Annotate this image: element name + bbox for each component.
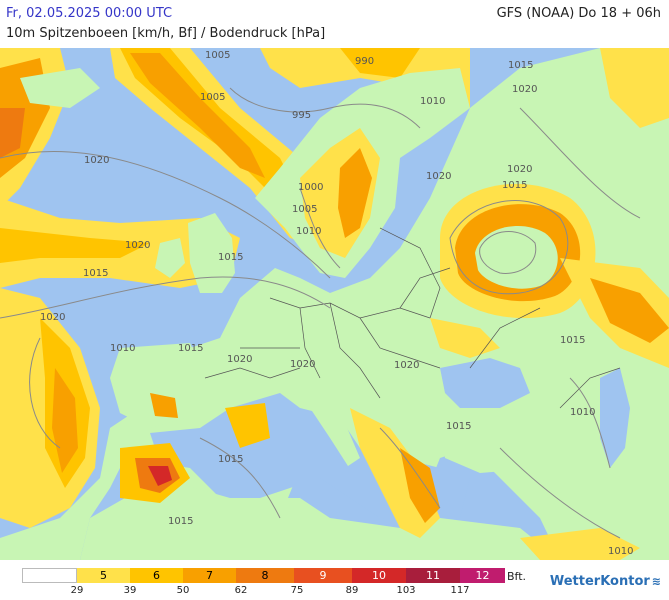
isobar-label: 1010 xyxy=(296,226,321,237)
legend: 5 6 7 8 9 10 11 12 Bft. 29 39 50 62 75 8… xyxy=(0,560,669,600)
isobar-label: 1010 xyxy=(420,96,445,107)
brand-name: WetterKontor xyxy=(549,574,650,589)
isobar-label: 1015 xyxy=(178,343,203,354)
legend-kmh-tick: 62 xyxy=(234,585,248,596)
legend-bft-label: 6 xyxy=(153,569,160,582)
weather-map: 1005 1005 990 995 1015 1010 1020 1020 10… xyxy=(0,48,669,560)
land-cyclone-core xyxy=(475,225,558,289)
wave-icon: ≋ xyxy=(651,575,661,588)
gust-zone-bft7 xyxy=(130,53,265,178)
isobar-label: 1005 xyxy=(205,50,230,61)
legend-kmh-tick: 50 xyxy=(176,585,190,596)
legend-bft-label: 12 xyxy=(475,569,490,582)
isobar-label: 1020 xyxy=(426,171,451,182)
legend-bft-label: 5 xyxy=(100,569,107,582)
isobar-label: 1015 xyxy=(446,421,471,432)
gust-zone-bft5 xyxy=(260,48,470,108)
gust-zone-bft5 xyxy=(430,318,500,358)
isobar-label: 1015 xyxy=(218,454,243,465)
legend-swatch-bft5: 5 xyxy=(77,568,130,583)
land-italy xyxy=(300,368,360,466)
isobar-label: 990 xyxy=(355,56,374,67)
land-great-britain xyxy=(188,213,235,293)
isobar-label: 1020 xyxy=(84,155,109,166)
gust-zone-bft10 xyxy=(148,466,172,486)
legend-kmh-tick: 103 xyxy=(396,585,416,596)
legend-kmh-tick: 39 xyxy=(123,585,137,596)
isobar-label: 995 xyxy=(292,110,311,121)
isobar-label: 1000 xyxy=(298,182,323,193)
isobar-label: 1020 xyxy=(290,359,315,370)
legend-swatch-bft9: 9 xyxy=(294,568,352,583)
legend-kmh-tick: 89 xyxy=(345,585,359,596)
legend-swatch-bft7: 7 xyxy=(183,568,236,583)
gust-zone-bft6 xyxy=(225,403,270,448)
legend-swatch-bft10: 10 xyxy=(352,568,406,583)
isobar-label: 1020 xyxy=(394,360,419,371)
gust-zone-bft6 xyxy=(340,48,420,78)
forecast-date: Fr, 02.05.2025 00:00 UTC xyxy=(6,6,173,21)
isobar-label: 1015 xyxy=(502,180,527,191)
isobar-label: 1015 xyxy=(560,335,585,346)
isobar-label: 1015 xyxy=(508,60,533,71)
land-iceland xyxy=(20,68,100,108)
gust-zone-bft5 xyxy=(600,48,669,128)
isobar-label: 1005 xyxy=(292,204,317,215)
gust-zone-bft7 xyxy=(590,278,669,343)
sea-black xyxy=(440,358,530,408)
country-borders xyxy=(204,227,621,409)
brand-logo[interactable]: WetterKontor ≋ xyxy=(550,574,661,589)
legend-bft-label: 10 xyxy=(372,569,386,582)
isobar-label: 1015 xyxy=(83,268,108,279)
isobar-label: 1015 xyxy=(218,252,243,263)
isobar-label: 1020 xyxy=(512,84,537,95)
land-north-africa xyxy=(80,478,560,560)
legend-bft-label: 11 xyxy=(426,569,440,582)
gust-zone-bft7 xyxy=(338,148,372,238)
isobar-label: 1010 xyxy=(110,343,135,354)
map-canvas: 1005 1005 990 995 1015 1010 1020 1020 10… xyxy=(0,48,669,560)
gust-zone-bft5 xyxy=(520,528,640,560)
isobars xyxy=(0,87,641,539)
isobar-label: 1005 xyxy=(200,92,225,103)
legend-kmh-tick: 29 xyxy=(70,585,84,596)
legend-swatch-calm xyxy=(22,568,77,583)
legend-kmh-tick: 117 xyxy=(450,585,470,596)
isobar-label: 1010 xyxy=(570,407,595,418)
isobar-label: 1010 xyxy=(608,546,633,557)
isobar-labels: 1005 1005 990 995 1015 1010 1020 1020 10… xyxy=(40,50,633,557)
legend-swatch-bft12: 12 xyxy=(460,568,505,583)
land-ireland xyxy=(155,238,185,278)
legend-swatch-bft11: 11 xyxy=(406,568,460,583)
gust-zone-bft8 xyxy=(0,108,25,158)
legend-kmh-tick: 75 xyxy=(290,585,304,596)
isobar-label: 1020 xyxy=(507,164,532,175)
isobar-label: 1020 xyxy=(125,240,150,251)
gust-zone-bft7 xyxy=(400,448,440,523)
legend-unit: Bft. xyxy=(507,570,527,583)
land-turkey xyxy=(440,418,560,473)
sea-caspian xyxy=(600,368,630,468)
land-iberia xyxy=(110,343,205,428)
legend-bft-label: 9 xyxy=(319,569,327,582)
legend-bft-label: 7 xyxy=(206,569,213,582)
isobar-label: 1020 xyxy=(227,354,252,365)
legend-swatch-bft8: 8 xyxy=(236,568,294,583)
isobar-label: 1015 xyxy=(168,516,193,527)
legend-swatch-bft6: 6 xyxy=(130,568,183,583)
gust-zone-bft7 xyxy=(150,393,178,418)
legend-bft-label: 8 xyxy=(261,569,269,582)
model-run: GFS (NOAA) Do 18 + 06h xyxy=(496,6,661,21)
isobar-label: 1020 xyxy=(40,312,65,323)
header: Fr, 02.05.2025 00:00 UTC GFS (NOAA) Do 1… xyxy=(0,0,669,48)
parameter-title: 10m Spitzenboeen [km/h, Bf] / Bodendruck… xyxy=(6,26,326,41)
gust-zone-bft6 xyxy=(0,228,150,263)
